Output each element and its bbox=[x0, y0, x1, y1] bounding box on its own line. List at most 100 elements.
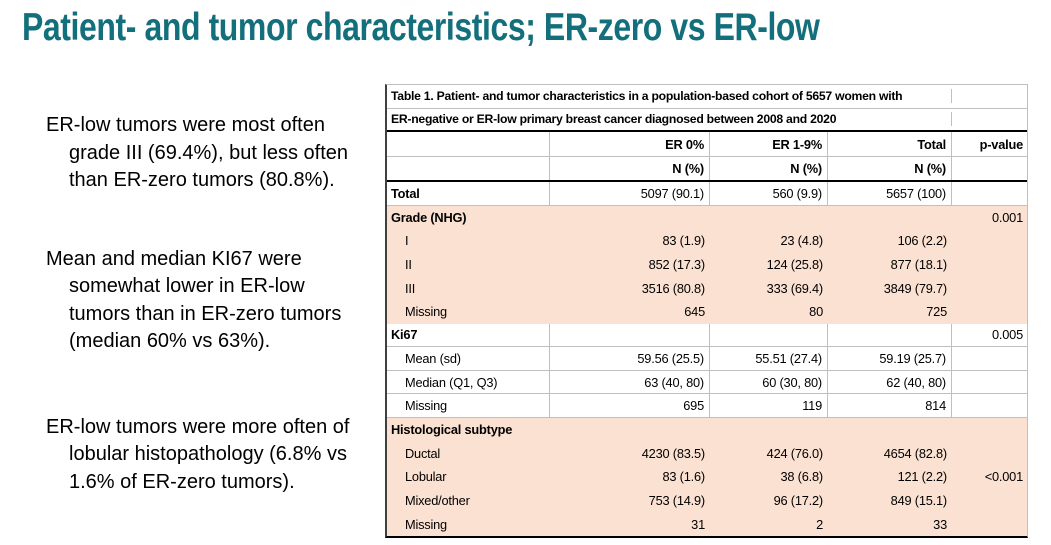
note-histology: ER-low tumors were more often of lobular… bbox=[46, 415, 350, 493]
table-row: III 3516 (80.8) 333 (69.4) 3849 (79.7) bbox=[387, 276, 1027, 300]
row-label: I bbox=[405, 233, 409, 249]
row-label: Missing bbox=[405, 516, 447, 532]
subheader-pvalue-empty bbox=[952, 157, 1028, 180]
table-row: Mean (sd) 59.56 (25.5) 55.51 (27.4) 59.19 (… bbox=[387, 347, 1027, 371]
cell-pvalue bbox=[952, 512, 1028, 536]
cell-value: 877 (18.1) bbox=[890, 257, 948, 273]
cell-pvalue: 0.001 bbox=[991, 209, 1023, 225]
cell-value: 59.56 (25.5) bbox=[550, 347, 710, 370]
row-label: Total bbox=[387, 182, 550, 205]
cell-value: 96 (17.2) bbox=[773, 493, 824, 509]
row-label: Ductal bbox=[405, 445, 441, 461]
table-caption-line-2: ER-negative or ER-low primary breast can… bbox=[387, 112, 952, 127]
cell-pvalue bbox=[952, 442, 1028, 466]
cell-pvalue bbox=[952, 229, 1028, 253]
table-caption-row-1: Table 1. Patient- and tumor characterist… bbox=[387, 85, 1027, 109]
table-1: Table 1. Patient- and tumor characterist… bbox=[385, 84, 1028, 538]
column-header-empty bbox=[387, 132, 550, 156]
cell-value: 124 (25.8) bbox=[766, 257, 824, 273]
cell-pvalue bbox=[952, 276, 1028, 300]
cell-value: 814 bbox=[828, 394, 952, 417]
cell-pvalue: <0.001 bbox=[984, 469, 1023, 485]
cell-value: 80 bbox=[809, 304, 823, 320]
subheader-npct-total: N (%) bbox=[828, 157, 952, 180]
column-header-total: Total bbox=[828, 132, 952, 156]
table-row: Lobular 83 (1.6) 38 (6.8) 121 (2.2) <0.001 bbox=[387, 465, 1027, 489]
cell-value: 424 (76.0) bbox=[766, 445, 824, 461]
cell-value bbox=[710, 323, 828, 347]
cell-value bbox=[828, 323, 952, 347]
cell-value: 560 (9.9) bbox=[710, 182, 828, 205]
column-header-pvalue: p-value bbox=[979, 136, 1024, 152]
cell-value: 725 bbox=[926, 304, 947, 320]
row-label: Missing bbox=[405, 304, 447, 320]
cell-value: 4654 (82.8) bbox=[883, 445, 947, 461]
table-header-row: ER 0% ER 1-9% Total p-value bbox=[387, 132, 1027, 157]
table-row: Missing 31 2 33 bbox=[387, 512, 1027, 536]
cell-value: 60 (30, 80) bbox=[710, 370, 828, 394]
cell-value: 333 (69.4) bbox=[766, 280, 824, 296]
note-ki67: Mean and median KI67 were somewhat lower… bbox=[46, 247, 342, 353]
cell-value bbox=[550, 206, 710, 230]
subheader-npct-er0: N (%) bbox=[550, 157, 710, 180]
cell-value: 119 bbox=[710, 394, 828, 417]
column-header-er0: ER 0% bbox=[550, 132, 710, 156]
table-row: Total 5097 (90.1) 560 (9.9) 5657 (100) bbox=[387, 182, 1027, 206]
cell-value: 4230 (83.5) bbox=[641, 445, 705, 461]
column-header-er19: ER 1-9% bbox=[710, 132, 828, 156]
row-label: Grade (NHG) bbox=[391, 209, 467, 225]
subheader-npct-er19: N (%) bbox=[710, 157, 828, 180]
cell-pvalue bbox=[952, 371, 1028, 394]
row-label: Median (Q1, Q3) bbox=[387, 370, 550, 394]
row-label: Mixed/other bbox=[405, 493, 470, 509]
table-row: Mixed/other 753 (14.9) 96 (17.2) 849 (15.1) bbox=[387, 488, 1028, 513]
cell-value: 3516 (80.8) bbox=[641, 280, 705, 296]
cell-pvalue bbox=[952, 253, 1028, 277]
cell-value: 121 (2.2) bbox=[897, 469, 948, 485]
cell-value: 753 (14.9) bbox=[648, 493, 706, 509]
row-label: Lobular bbox=[405, 469, 447, 485]
table-row: II 852 (17.3) 124 (25.8) 877 (18.1) bbox=[387, 252, 1028, 277]
cell-pvalue bbox=[952, 489, 1028, 513]
row-label: Mean (sd) bbox=[387, 347, 550, 370]
table-subheader-row: N (%) N (%) N (%) bbox=[387, 157, 1027, 182]
cell-value: 55.51 (27.4) bbox=[710, 347, 828, 370]
cell-value: 83 (1.6) bbox=[662, 469, 705, 485]
row-label: III bbox=[405, 280, 416, 296]
row-label: Missing bbox=[387, 394, 550, 417]
cell-value: 3849 (79.7) bbox=[883, 280, 947, 296]
cell-value: 695 bbox=[550, 394, 710, 417]
table-row: Ductal 4230 (83.5) 424 (76.0) 4654 (82.8) bbox=[387, 441, 1028, 466]
cell-value: 645 bbox=[684, 304, 705, 320]
subheader-empty bbox=[387, 157, 550, 180]
row-label: Ki67 bbox=[387, 323, 550, 347]
table-row: Histological subtype bbox=[387, 417, 1028, 442]
cell-value: 849 (15.1) bbox=[890, 493, 948, 509]
cell-value bbox=[828, 418, 952, 442]
cell-value: 852 (17.3) bbox=[648, 257, 706, 273]
cell-value bbox=[828, 206, 952, 230]
key-findings: ER-low tumors were most often grade III … bbox=[46, 112, 406, 496]
cell-pvalue bbox=[952, 182, 1028, 205]
cell-value: 31 bbox=[691, 516, 705, 532]
table-row: Ki67 0.005 bbox=[387, 323, 1027, 348]
cell-value: 23 (4.8) bbox=[780, 233, 823, 249]
slide-title: Patient- and tumor characteristics; ER-z… bbox=[22, 6, 820, 49]
table-row: I 83 (1.9) 23 (4.8) 106 (2.2) bbox=[387, 229, 1027, 253]
cell-value bbox=[710, 418, 828, 442]
cell-pvalue bbox=[952, 418, 1028, 442]
note-grade: ER-low tumors were most often grade III … bbox=[46, 114, 349, 191]
cell-value bbox=[710, 206, 828, 230]
table-body: Total 5097 (90.1) 560 (9.9) 5657 (100) Grade… bbox=[387, 182, 1027, 536]
cell-value: 2 bbox=[816, 516, 823, 532]
cell-value: 63 (40, 80) bbox=[550, 370, 710, 394]
table-row: Median (Q1, Q3) 63 (40, 80) 60 (30, 80) 62 … bbox=[387, 370, 1028, 395]
cell-value: 38 (6.8) bbox=[780, 469, 823, 485]
table-row: Missing 645 80 725 bbox=[387, 299, 1027, 324]
cell-value: 106 (2.2) bbox=[897, 233, 948, 249]
cell-value: 5657 (100) bbox=[828, 182, 952, 205]
cell-value: 33 bbox=[933, 516, 947, 532]
row-label: II bbox=[405, 257, 412, 273]
row-label: Histological subtype bbox=[391, 422, 513, 438]
